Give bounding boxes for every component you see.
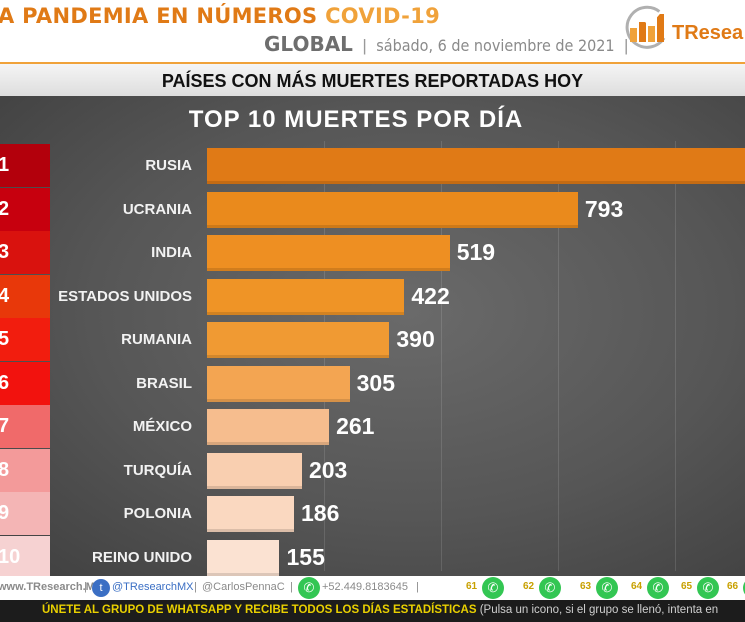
whatsapp-icon[interactable]: ✆: [298, 577, 320, 599]
data-label: 422: [411, 282, 450, 309]
tresearch-logo: TResea: [620, 4, 745, 54]
whatsapp-group-icon[interactable]: ✆: [697, 577, 719, 599]
rank-badge: 8: [0, 448, 50, 492]
title-covid: COVID-19: [325, 4, 441, 28]
data-label: 390: [396, 326, 435, 352]
category-label: BRASIL: [136, 374, 192, 392]
site-link[interactable]: www.TResearch.Mx: [0, 581, 101, 593]
group-number: 64: [631, 581, 643, 592]
bar: [207, 409, 330, 445]
group-number: 63: [580, 581, 592, 592]
header: A PANDEMIA EN NÚMEROS COVID-19 GLOBAL | …: [0, 0, 745, 60]
bar: [207, 148, 745, 184]
logo-text: TResea: [672, 22, 744, 44]
category-label: UCRANIA: [122, 200, 192, 218]
rank-badge: 2: [0, 187, 50, 231]
title-main: A PANDEMIA EN NÚMEROS: [0, 4, 318, 28]
footer-cta: ÚNETE AL GRUPO DE WHATSAPP Y RECIBE TODO…: [0, 600, 745, 622]
bar: [207, 322, 390, 358]
data-label: 305: [356, 369, 396, 396]
category-label: RUSIA: [145, 157, 192, 174]
group-number: 61: [466, 581, 478, 592]
scope-label: GLOBAL: [264, 32, 353, 56]
rank-badge: 1: [0, 144, 50, 187]
section-banner: PAÍSES CON MÁS MUERTES REPORTADAS HOY: [0, 62, 745, 98]
author-handle[interactable]: @CarlosPennaC: [202, 581, 285, 593]
cta-instructions: (Pulsa un icono, si el grupo se llenó, i…: [479, 604, 719, 616]
category-label: POLONIA: [123, 505, 192, 522]
bar: [207, 191, 578, 228]
page-title: A PANDEMIA EN NÚMEROS COVID-19: [0, 4, 440, 28]
footer: www.TResearch.Mx | t @TResearchMX | @Car…: [0, 576, 745, 622]
date-label: sábado, 6 de noviembre de 2021: [376, 36, 615, 55]
gridline: [440, 141, 442, 571]
whatsapp-group-icon[interactable]: ✆: [482, 577, 504, 599]
cta-main: ÚNETE AL GRUPO DE WHATSAPP Y RECIBE TODO…: [42, 604, 477, 616]
rank-badge: 10: [0, 535, 50, 576]
phone-number[interactable]: +52.449.8183645: [322, 581, 408, 593]
data-label: 519: [456, 239, 496, 265]
subtitle: GLOBAL | sábado, 6 de noviembre de 2021 …: [264, 32, 633, 56]
cta-text: ÚNETE AL GRUPO DE WHATSAPP Y RECIBE TODO…: [42, 604, 718, 616]
divider: |: [290, 581, 293, 593]
category-label: INDIA: [151, 244, 192, 261]
bar: [207, 452, 302, 489]
logo-chart-icon: [625, 5, 666, 49]
data-label: 261: [336, 413, 375, 439]
whatsapp-group-icon[interactable]: ✆: [596, 577, 618, 599]
data-label: 793: [584, 195, 624, 222]
category-label: ESTADOS UNIDOS: [58, 287, 192, 305]
rank-badge: 5: [0, 318, 50, 361]
category-label: MÉXICO: [132, 418, 192, 435]
group-number: 66: [727, 581, 739, 592]
chart-title: TOP 10 MUERTES POR DÍA: [188, 106, 524, 133]
banner-title: PAÍSES CON MÁS MUERTES REPORTADAS HOY: [161, 71, 584, 91]
rank-badge: 3: [0, 231, 50, 274]
category-label: RUMANIA: [121, 331, 192, 348]
category-label: TURQUÍA: [123, 461, 192, 479]
whatsapp-group-icon[interactable]: ✆: [743, 577, 745, 599]
divider: |: [624, 36, 629, 55]
rank-badge: 9: [0, 492, 50, 535]
twitter-handle[interactable]: @TResearchMX: [112, 581, 194, 593]
group-number: 65: [681, 581, 693, 592]
data-label: 203: [308, 456, 348, 483]
gridline: [674, 141, 676, 571]
bar: [207, 235, 450, 271]
whatsapp-group-icon[interactable]: ✆: [539, 577, 561, 599]
rank-badge: 6: [0, 361, 50, 405]
bar: [207, 496, 294, 532]
divider: |: [194, 581, 197, 593]
chart-panel: TOP 10 MUERTES POR DÍA 1RUSIA1,12UCRANIA…: [0, 96, 745, 576]
footer-contacts: www.TResearch.Mx | t @TResearchMX | @Car…: [0, 577, 745, 599]
divider: |: [416, 581, 419, 593]
bar: [207, 365, 350, 402]
rank-badge: 7: [0, 405, 50, 448]
category-label: REINO UNIDO: [91, 548, 192, 566]
rank-badge: 4: [0, 274, 50, 318]
whatsapp-group-icon[interactable]: ✆: [647, 577, 669, 599]
bar: [207, 539, 280, 576]
bar: [207, 278, 405, 315]
data-label: 155: [286, 543, 325, 570]
gridline: [557, 141, 559, 571]
divider: |: [84, 581, 87, 593]
data-label: 186: [300, 500, 340, 526]
twitter-icon[interactable]: t: [92, 579, 110, 597]
group-number: 62: [523, 581, 535, 592]
divider: |: [362, 36, 367, 55]
